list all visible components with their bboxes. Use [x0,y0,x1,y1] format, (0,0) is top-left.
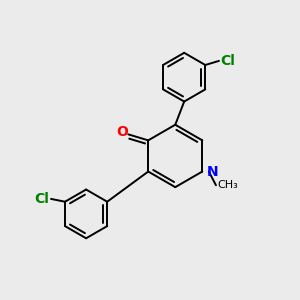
Text: CH₃: CH₃ [218,180,238,190]
Text: Cl: Cl [221,54,236,68]
Text: N: N [207,164,218,178]
Text: Cl: Cl [34,192,49,206]
Text: O: O [116,125,128,140]
